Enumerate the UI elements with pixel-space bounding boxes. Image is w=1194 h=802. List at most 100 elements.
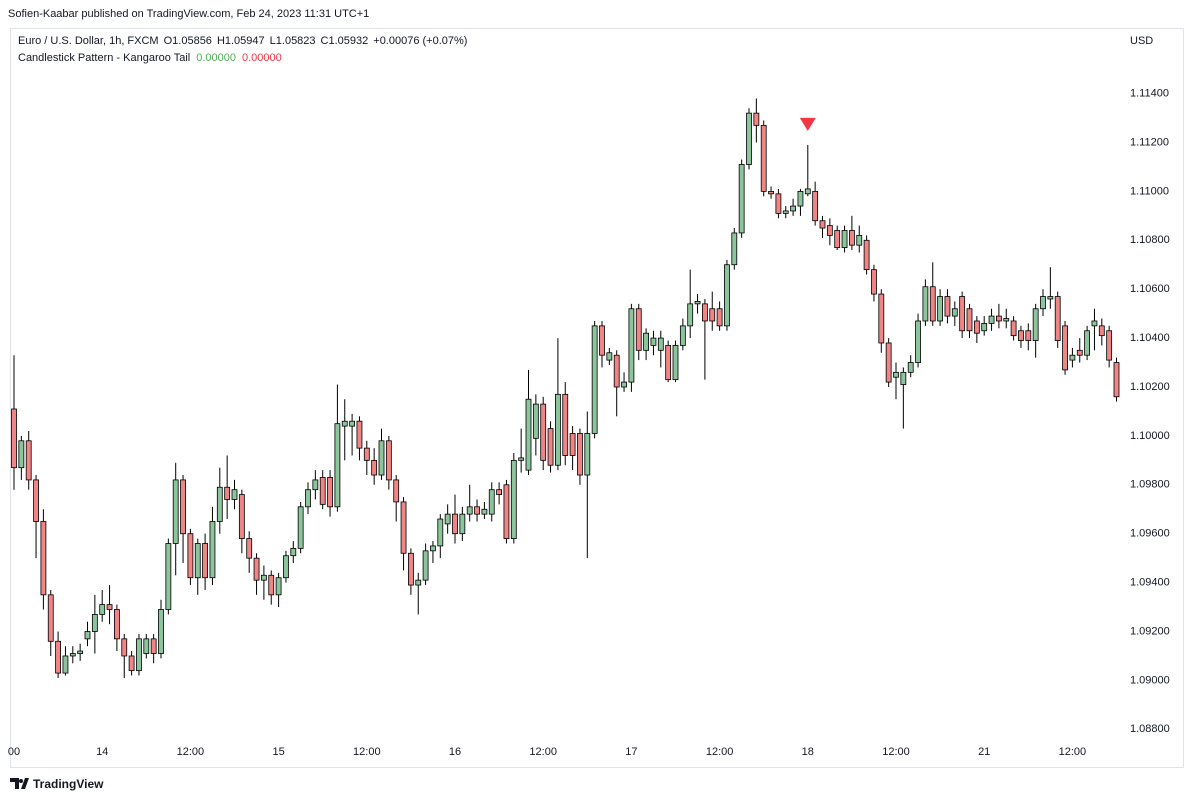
legend-line: Euro / U.S. Dollar, 1h, FXCM O1.05856 H1.0…: [18, 35, 467, 47]
candle-body: [180, 479, 186, 535]
candle-body: [532, 403, 539, 439]
candle-body: [1062, 325, 1068, 371]
candle-body: [224, 486, 231, 500]
candle-body: [871, 269, 877, 295]
candle-body: [738, 164, 745, 234]
chart-frame: [10, 28, 1184, 768]
y-tick-label: 1.11200: [1130, 136, 1169, 148]
candle-body: [238, 494, 245, 539]
candle-body: [40, 521, 47, 596]
candle-body: [319, 477, 326, 505]
candle-body: [569, 433, 576, 456]
indicator-value: 0.00000: [242, 52, 282, 64]
candle-body: [246, 538, 253, 559]
candle-body: [518, 457, 525, 461]
candle-body: [606, 352, 613, 361]
candle-body: [202, 543, 209, 579]
candle-body: [797, 190, 804, 207]
candle-body: [466, 506, 473, 515]
candle-body: [437, 518, 444, 547]
x-tick-label: 16: [449, 746, 461, 758]
candle-body: [194, 543, 201, 579]
y-tick-label: 1.09800: [1130, 479, 1170, 491]
candle-body: [819, 220, 826, 229]
candle-body: [834, 230, 841, 249]
candle-body: [849, 230, 855, 246]
candle-body: [77, 650, 84, 654]
candle-body: [422, 550, 429, 581]
candle-body: [165, 543, 172, 610]
candle-body: [121, 638, 128, 657]
candle-body: [1010, 320, 1017, 337]
y-tick-label: 1.11000: [1130, 185, 1169, 197]
candle-body: [951, 308, 958, 317]
candle-body: [672, 345, 679, 381]
candle-body: [1098, 325, 1105, 337]
candle-body: [275, 577, 282, 596]
candle-body: [356, 420, 363, 449]
candle-body: [929, 286, 936, 322]
candle-body: [488, 489, 495, 515]
candle-body: [341, 420, 348, 427]
candle-body: [1106, 330, 1113, 361]
candle-body: [62, 655, 69, 674]
y-tick-label: 1.10600: [1130, 283, 1170, 295]
candle-body: [312, 479, 319, 491]
candle-body: [628, 308, 635, 383]
candle-body: [893, 371, 899, 378]
candle-body: [69, 653, 76, 657]
candle-body: [1069, 354, 1076, 361]
candle-body: [452, 513, 458, 535]
candle-body: [33, 479, 39, 522]
candle-body: [290, 547, 297, 557]
x-tick-label: 12:00: [353, 746, 381, 758]
candle-body: [657, 337, 664, 351]
currency-label: USD: [1130, 35, 1153, 47]
candle-body: [555, 393, 561, 466]
candle-body: [966, 308, 973, 332]
candle-body: [562, 393, 569, 456]
candle-body: [1084, 330, 1090, 356]
candle-body: [724, 264, 730, 327]
brand: TradingView: [33, 777, 104, 791]
candle-body: [746, 112, 752, 165]
y-tick-label: 1.10800: [1130, 234, 1170, 246]
candle-body: [973, 320, 980, 334]
x-tick-label: 12:00: [1059, 746, 1087, 758]
candle-body: [1076, 349, 1083, 356]
candle-body: [981, 323, 988, 332]
candle-body: [150, 638, 157, 654]
candle-body: [885, 342, 892, 383]
candle-body: [260, 574, 267, 581]
candle-body: [47, 594, 54, 642]
candle-body: [474, 506, 480, 515]
candle-body: [128, 655, 135, 672]
candle-body: [231, 489, 238, 500]
candle-body: [172, 479, 179, 544]
x-tick-label: 00: [8, 746, 20, 758]
y-tick-label: 1.11400: [1130, 87, 1169, 99]
candle-body: [856, 234, 863, 246]
x-tick-label: 15: [272, 746, 284, 758]
candle-body: [1054, 296, 1061, 341]
y-tick-label: 1.10000: [1130, 430, 1170, 442]
candle-body: [790, 205, 796, 212]
candle-body: [694, 301, 701, 305]
candle-body: [305, 489, 311, 508]
candle-body: [863, 239, 870, 271]
candle-body: [922, 286, 929, 322]
x-tick-label: 12:00: [706, 746, 734, 758]
x-tick-label: 12:00: [177, 746, 205, 758]
candle-body: [944, 296, 951, 317]
candle-body: [996, 315, 1002, 322]
candle-body: [584, 433, 591, 476]
candle-body: [503, 484, 510, 539]
candle-body: [510, 459, 517, 539]
candle-body: [959, 296, 966, 332]
x-tick-label: 14: [96, 746, 108, 758]
candle-body: [415, 579, 422, 586]
candle-body: [613, 354, 620, 388]
candle-body: [1025, 330, 1032, 341]
candle-body: [547, 428, 554, 466]
